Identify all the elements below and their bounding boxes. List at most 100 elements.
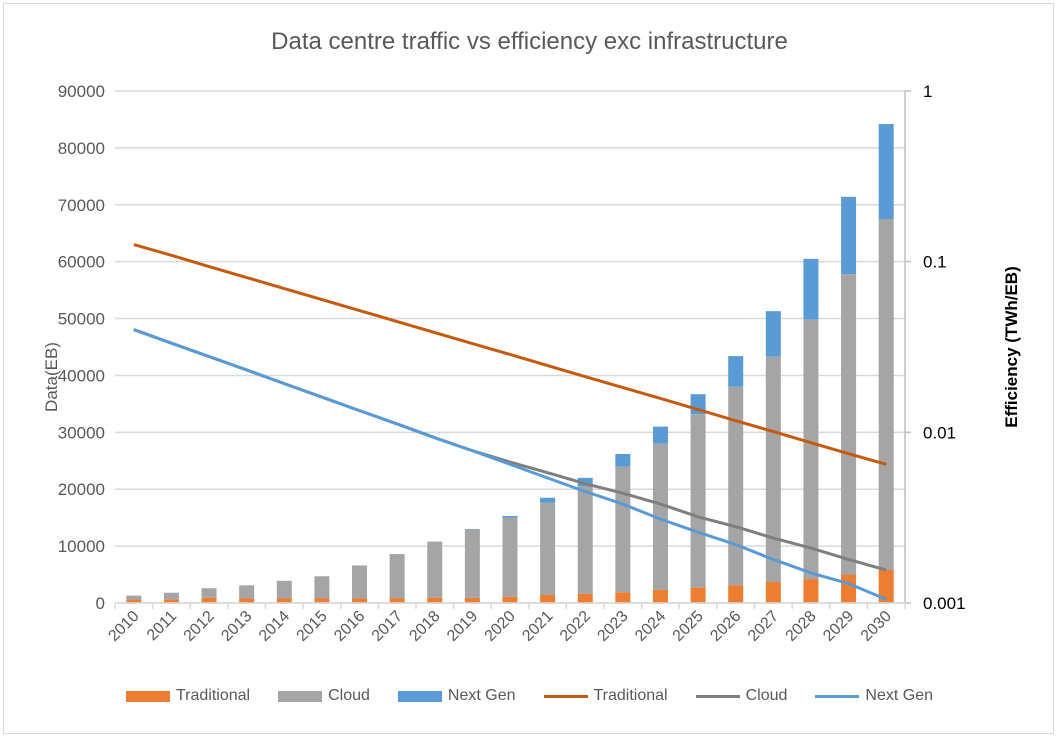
x-tick-label: 2010 <box>105 608 142 645</box>
bar-next-gen <box>615 453 631 467</box>
bar-traditional <box>126 599 142 603</box>
bar-traditional <box>163 599 179 603</box>
legend-item-cloud-bar: Cloud <box>278 687 370 705</box>
bar-cloud <box>389 554 405 599</box>
legend-label: Cloud <box>328 687 370 704</box>
bar-traditional <box>464 597 480 603</box>
bar-traditional <box>765 581 781 603</box>
legend-item-traditional-bar: Traditional <box>125 687 251 705</box>
bar-cloud <box>276 580 292 599</box>
legend-label: Cloud <box>745 687 788 704</box>
bar-cloud <box>427 541 443 598</box>
bar-next-gen <box>540 497 556 503</box>
x-tick-label: 2026 <box>707 608 744 645</box>
bar-traditional <box>577 593 593 603</box>
line-traditional <box>133 243 887 466</box>
y-tick-label: 30000 <box>58 423 105 442</box>
legend-item-nextgen-line: Next Gen <box>815 687 933 705</box>
bar-next-gen <box>803 258 819 320</box>
bar-next-gen <box>728 356 744 387</box>
legend-item-nextgen-bar: Next Gen <box>397 687 516 705</box>
bar-traditional <box>615 592 631 603</box>
bar-next-gen <box>577 477 593 487</box>
bar-cloud <box>728 386 744 586</box>
bar-traditional <box>652 589 668 603</box>
bar-traditional <box>728 585 744 603</box>
bar-cloud <box>464 529 480 598</box>
chart-title: Data centre traffic vs efficiency exc in… <box>271 28 788 55</box>
bar-traditional <box>690 587 706 603</box>
bar-next-gen <box>878 123 894 219</box>
bar-traditional <box>239 598 255 603</box>
x-tick-label: 2021 <box>519 608 556 645</box>
y-tick-label: 90000 <box>58 82 105 101</box>
bar-cloud <box>765 356 781 582</box>
x-tick-label: 2016 <box>331 608 368 645</box>
x-tick-label: 2027 <box>745 608 782 645</box>
legend-label: Traditional <box>593 687 668 704</box>
legend: Traditional Cloud Next Gen Traditional C… <box>0 687 1059 705</box>
x-tick-label: 2028 <box>783 608 820 645</box>
bar-cloud <box>577 486 593 594</box>
bar-next-gen <box>765 311 781 357</box>
bar-cloud <box>878 219 894 571</box>
legend-swatch <box>695 694 740 698</box>
x-tick-label: 2029 <box>820 608 857 645</box>
bar-cloud <box>841 274 857 575</box>
bar-traditional <box>389 598 405 603</box>
x-tick-label: 2013 <box>218 608 255 645</box>
x-tick-label: 2024 <box>632 608 669 645</box>
y2-tick-label: 0.001 <box>923 594 966 613</box>
y-tick-label: 40000 <box>58 366 105 385</box>
bar-traditional <box>502 596 518 603</box>
y-tick-label: 60000 <box>58 253 105 272</box>
legend-swatch <box>125 690 170 702</box>
bar-traditional <box>803 579 819 603</box>
legend-label: Traditional <box>175 687 251 704</box>
legend-label: Next Gen <box>447 687 516 704</box>
legend-swatch <box>815 694 860 698</box>
bar-cloud <box>502 517 518 597</box>
x-tick-label: 2018 <box>406 608 443 645</box>
legend-swatch <box>543 694 588 698</box>
x-tick-label: 2011 <box>144 608 180 644</box>
y-tick-label: 80000 <box>58 139 105 158</box>
bar-traditional <box>201 597 217 603</box>
y2-tick-label: 0.01 <box>923 423 956 442</box>
bar-next-gen <box>841 196 857 275</box>
x-tick-label: 2022 <box>557 608 594 645</box>
x-tick-label: 2012 <box>181 608 218 645</box>
bar-cloud <box>163 592 179 600</box>
legend-swatch <box>397 690 442 702</box>
y2-axis-label: Efficiency (TWh/EB) <box>1002 266 1021 428</box>
chart-border <box>3 3 1054 734</box>
bar-traditional <box>841 574 857 603</box>
y-tick-label: 20000 <box>58 480 105 499</box>
bar-traditional <box>540 595 556 603</box>
legend-label: Next Gen <box>865 687 934 704</box>
legend-swatch <box>278 690 323 702</box>
x-tick-label: 2019 <box>444 608 481 645</box>
y-tick-label: 70000 <box>58 196 105 215</box>
bar-cloud <box>540 502 556 596</box>
y2-tick-label: 1 <box>923 82 932 101</box>
y-tick-label: 50000 <box>58 310 105 329</box>
bar-cloud <box>239 585 255 599</box>
bar-traditional <box>427 597 443 603</box>
bar-cloud <box>652 443 668 590</box>
bar-next-gen <box>502 515 518 518</box>
bar-next-gen <box>464 529 480 530</box>
bar-cloud <box>690 414 706 588</box>
line-next-gen <box>133 328 887 601</box>
bar-traditional <box>314 598 330 603</box>
x-tick-label: 2015 <box>294 608 331 645</box>
y-axis-label: Data(EB) <box>42 342 61 412</box>
bar-cloud <box>314 576 330 599</box>
legend-item-cloud-line: Cloud <box>695 687 788 705</box>
bar-traditional <box>352 598 368 603</box>
x-tick-label: 2025 <box>670 608 707 645</box>
bar-cloud <box>615 466 631 593</box>
x-tick-label: 2017 <box>369 608 406 645</box>
